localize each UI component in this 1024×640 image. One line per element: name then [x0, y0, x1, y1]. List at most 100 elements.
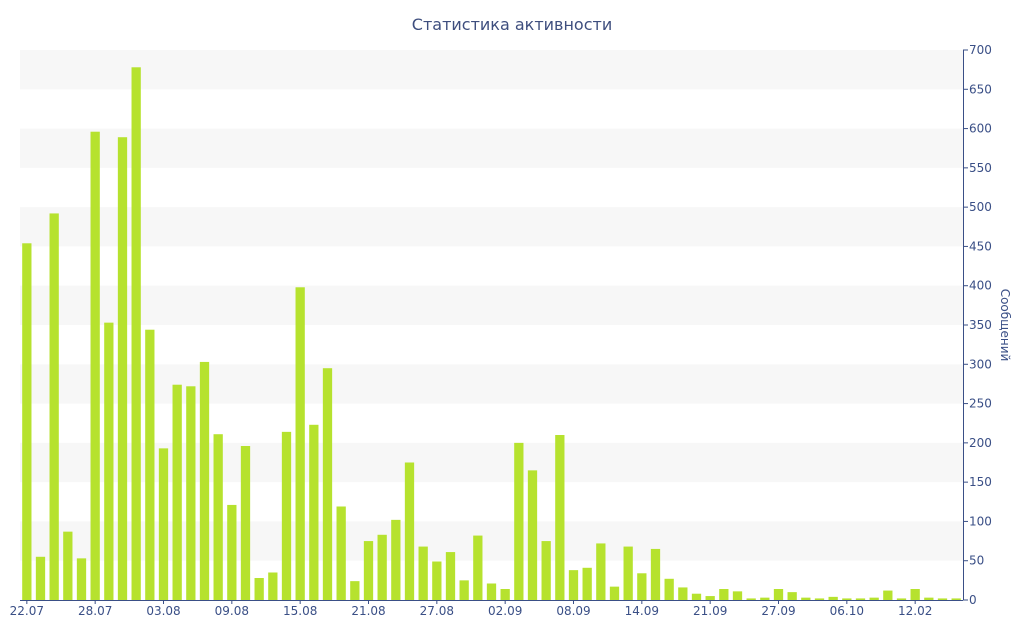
y-tick-label: 250 — [969, 397, 992, 411]
x-tick-label: 14.09 — [625, 604, 659, 618]
bar[interactable] — [896, 598, 907, 600]
bar[interactable] — [35, 556, 46, 600]
x-tick-label: 12.02 — [898, 604, 932, 618]
bar[interactable] — [650, 548, 661, 600]
bar[interactable] — [432, 561, 442, 601]
bar[interactable] — [76, 558, 87, 600]
bar[interactable] — [527, 470, 538, 600]
bar[interactable] — [568, 570, 579, 600]
x-tick-label: 08.09 — [556, 604, 590, 618]
bar[interactable] — [281, 431, 292, 600]
bar[interactable] — [732, 591, 743, 600]
bar[interactable] — [172, 384, 182, 600]
bar[interactable] — [63, 531, 73, 600]
x-tick-label: 03.08 — [146, 604, 180, 618]
bar[interactable] — [814, 598, 825, 600]
bar[interactable] — [842, 598, 852, 600]
bar[interactable] — [937, 598, 948, 600]
y-tick-label: 700 — [969, 43, 992, 57]
y-tick-label: 550 — [969, 161, 992, 175]
bar[interactable] — [309, 424, 319, 600]
bar[interactable] — [131, 67, 141, 601]
bar[interactable] — [855, 598, 866, 600]
bar[interactable] — [145, 329, 155, 600]
y-tick-label: 600 — [969, 122, 992, 136]
y-tick-label: 350 — [969, 318, 992, 332]
bar[interactable] — [391, 519, 401, 600]
bar[interactable] — [596, 543, 606, 600]
bar[interactable] — [90, 131, 100, 600]
x-tick-label: 06.10 — [830, 604, 864, 618]
bar[interactable] — [445, 552, 456, 600]
bar[interactable] — [883, 590, 893, 600]
bar[interactable] — [719, 589, 729, 600]
bar[interactable] — [760, 597, 770, 600]
bar[interactable] — [254, 578, 264, 600]
bar[interactable] — [828, 596, 838, 600]
y-tick-label: 500 — [969, 200, 992, 214]
x-tick-label: 27.08 — [420, 604, 454, 618]
y-tick-label: 100 — [969, 514, 992, 528]
bar[interactable] — [801, 597, 811, 600]
bar[interactable] — [555, 435, 565, 600]
bar[interactable] — [582, 567, 592, 600]
bar[interactable] — [22, 243, 32, 601]
bar[interactable] — [336, 506, 346, 601]
bar[interactable] — [691, 593, 702, 600]
bar[interactable] — [787, 592, 797, 600]
bar[interactable] — [158, 448, 169, 600]
bar[interactable] — [678, 587, 688, 600]
bar[interactable] — [541, 541, 551, 600]
bar[interactable] — [609, 586, 620, 600]
bar[interactable] — [486, 583, 497, 601]
bar[interactable] — [773, 589, 784, 600]
bar[interactable] — [664, 578, 674, 600]
bar[interactable] — [227, 504, 237, 600]
y-tick-label: 150 — [969, 475, 992, 489]
y-tick-labels: 0 50 100 150 200 250 300 350 400 450 500 550 600 650 7… — [969, 43, 992, 607]
bar[interactable] — [869, 597, 879, 600]
bar[interactable] — [240, 446, 251, 600]
y-tick-label: 300 — [969, 357, 992, 371]
y-axis-title: Сообщений — [998, 289, 1012, 362]
x-tick-label: 02.09 — [488, 604, 522, 618]
grid-band — [20, 128, 963, 168]
bar[interactable] — [951, 598, 961, 600]
bar[interactable] — [350, 581, 360, 600]
bar[interactable] — [377, 534, 387, 600]
x-tick-label: 21.09 — [693, 604, 727, 618]
y-tick-label: 400 — [969, 279, 992, 293]
bar[interactable] — [117, 137, 128, 600]
bar[interactable] — [295, 287, 305, 600]
bar[interactable] — [514, 442, 524, 600]
bar[interactable] — [459, 580, 469, 600]
bar[interactable] — [500, 589, 510, 600]
bars — [22, 67, 961, 601]
x-tick-label: 28.07 — [78, 604, 112, 618]
x-tick-label: 22.07 — [10, 604, 44, 618]
x-tick-label: 21.08 — [351, 604, 385, 618]
x-tick-label: 15.08 — [283, 604, 317, 618]
bar[interactable] — [213, 434, 223, 600]
bar[interactable] — [418, 546, 428, 600]
grid-band — [20, 207, 963, 247]
bar[interactable] — [924, 597, 934, 600]
bar[interactable] — [322, 368, 333, 600]
bar[interactable] — [186, 386, 196, 600]
bar[interactable] — [910, 589, 920, 600]
bar[interactable] — [268, 572, 278, 601]
bar[interactable] — [49, 213, 59, 600]
bar[interactable] — [473, 535, 483, 600]
bar[interactable] — [363, 541, 374, 600]
bar[interactable] — [199, 361, 210, 600]
y-tick-label: 50 — [969, 554, 984, 568]
bar[interactable] — [637, 573, 647, 600]
bar[interactable] — [623, 546, 633, 600]
bar[interactable] — [404, 462, 415, 601]
bar[interactable] — [104, 322, 114, 600]
grid-band — [20, 285, 963, 325]
bar[interactable] — [705, 596, 715, 600]
bar[interactable] — [746, 598, 756, 600]
